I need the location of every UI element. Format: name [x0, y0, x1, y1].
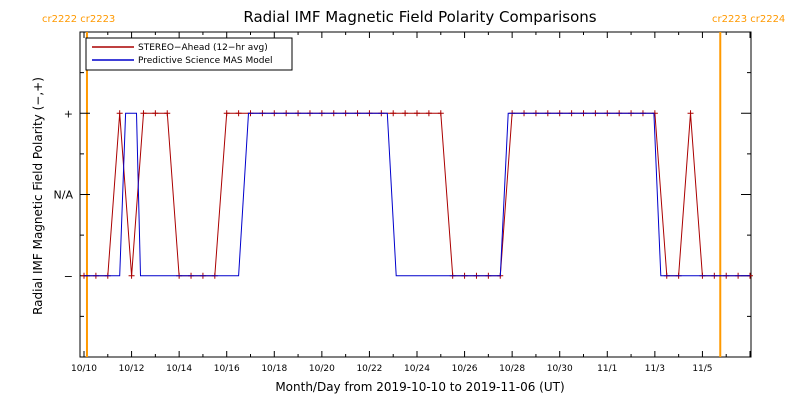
data-point: [223, 110, 230, 117]
data-point: [390, 110, 397, 117]
x-axis-title: Month/Day from 2019-10-10 to 2019-11-06 …: [275, 380, 564, 394]
plot-frame: [79, 31, 752, 358]
y-tick-label: +: [64, 107, 73, 120]
y-axis-title: Radial IMF Magnetic Field Polarity (−,+): [31, 77, 45, 315]
x-tick-label: 10/22: [356, 364, 382, 374]
x-tick-label: 10/12: [119, 364, 145, 374]
data-point: [164, 110, 171, 117]
legend-label-mas: Predictive Science MAS Model: [138, 56, 273, 66]
x-tick-label: 10/16: [214, 364, 240, 374]
x-axis-ticks: 10/10 10/12 10/14 10/16 10/18 10/20 10/22 10/24…: [71, 32, 751, 374]
rotation-lines: [85, 32, 722, 357]
series-line: [84, 112, 750, 277]
x-tick-label: 11/3: [645, 364, 665, 374]
data-point: [140, 110, 147, 117]
x-tick-label: 10/28: [499, 364, 525, 374]
series-layer: [81, 110, 753, 279]
x-tick-label: 11/1: [597, 364, 617, 374]
x-tick-label: 11/5: [692, 364, 712, 374]
x-tick-label: 10/14: [166, 364, 192, 374]
data-point: [687, 110, 694, 117]
data-point: [235, 110, 242, 117]
legend: STEREO−Ahead (12−hr avg) Predictive Scie…: [85, 37, 293, 71]
data-point: [425, 110, 432, 117]
data-point: [116, 110, 123, 117]
series-stereo: [81, 110, 753, 279]
x-tick-label: 10/18: [261, 364, 287, 374]
x-tick-label: 10/20: [309, 364, 335, 374]
x-tick-label: 10/10: [71, 364, 97, 374]
y-tick-label: N/A: [54, 189, 74, 202]
rotation-label-right: cr2223 cr2224: [712, 14, 785, 25]
data-point: [414, 110, 420, 117]
data-point: [402, 110, 409, 117]
legend-label-stereo: STEREO−Ahead (12−hr avg): [138, 43, 268, 53]
rotation-label-left: cr2222 cr2223: [42, 14, 115, 25]
data-point: [152, 110, 159, 117]
chart-title: Radial IMF Magnetic Field Polarity Compa…: [243, 8, 596, 26]
data-point: [437, 110, 444, 117]
x-tick-label: 10/24: [404, 364, 430, 374]
y-axis-ticks: − N/A +: [54, 72, 751, 317]
x-tick-label: 10/26: [452, 364, 478, 374]
legend-box: [85, 37, 293, 71]
y-tick-label: −: [64, 270, 73, 283]
series-mas: [84, 112, 750, 277]
series-line: [84, 112, 750, 277]
data-point: [128, 272, 135, 279]
x-tick-label: 10/30: [547, 364, 573, 374]
